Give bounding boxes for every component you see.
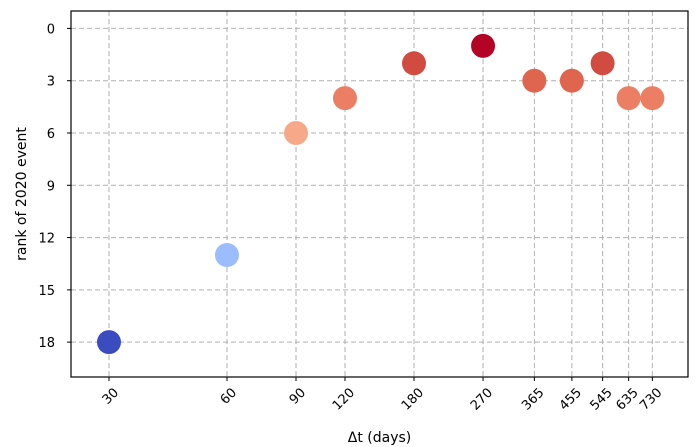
- data-point: [332, 86, 357, 111]
- data-point: [522, 68, 547, 93]
- y-tick-label: 18: [38, 336, 55, 351]
- y-tick-label: 12: [38, 232, 55, 247]
- data-point: [559, 68, 584, 93]
- x-tick-label: 30: [100, 385, 122, 407]
- x-tick-label: 90: [287, 385, 309, 407]
- data-point: [284, 121, 309, 145]
- y-tick-label: 0: [47, 22, 55, 37]
- x-tick-label: 60: [218, 385, 240, 407]
- data-point: [402, 51, 427, 76]
- x-tick-label: 365: [519, 385, 547, 413]
- data-point: [616, 86, 641, 111]
- x-tick-label: 455: [557, 385, 585, 413]
- data-point: [96, 330, 121, 355]
- x-axis-label: Δt (days): [348, 430, 412, 446]
- x-tick-label: 730: [637, 385, 665, 413]
- data-point: [640, 86, 665, 111]
- data-point: [214, 243, 239, 267]
- y-tick-label: 6: [47, 127, 55, 142]
- y-axis-ticks: 0 3 6 9 12 15 18: [38, 22, 71, 351]
- x-tick-label: 270: [468, 385, 496, 413]
- data-points: [96, 33, 665, 355]
- x-tick-label: 635: [614, 385, 642, 413]
- data-point: [590, 51, 615, 76]
- y-tick-label: 9: [47, 179, 55, 194]
- data-point: [471, 33, 496, 58]
- x-tick-label: 180: [399, 385, 427, 413]
- plot-frame: [70, 10, 689, 378]
- y-tick-label: 3: [47, 75, 55, 90]
- x-tick-label: 120: [330, 385, 358, 413]
- x-tick-label: 545: [587, 385, 615, 413]
- y-tick-label: 15: [38, 284, 55, 299]
- y-axis-label: rank of 2020 event: [14, 127, 30, 261]
